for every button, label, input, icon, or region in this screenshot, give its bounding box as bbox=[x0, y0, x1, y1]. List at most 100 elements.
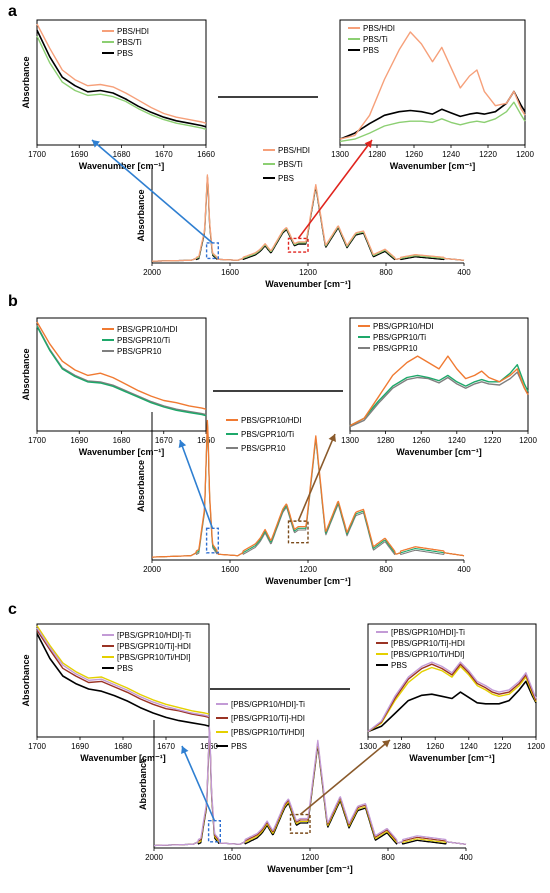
arrow-left bbox=[181, 745, 216, 822]
plot-frame bbox=[36, 317, 207, 432]
arrow-left bbox=[91, 139, 213, 244]
series-line bbox=[349, 371, 529, 428]
x-tick-label: 1680 bbox=[113, 150, 131, 159]
plot-frame bbox=[339, 19, 526, 146]
x-tick-label: 1680 bbox=[114, 742, 132, 751]
zoom-box bbox=[205, 527, 220, 554]
x-tick-label: 1200 bbox=[527, 742, 545, 751]
x-tick-label: 1680 bbox=[113, 436, 131, 445]
legend-entry: [PBS/GPR10/HDI]-Ti bbox=[231, 700, 305, 709]
x-tick-label: 1220 bbox=[479, 150, 497, 159]
x-tick-label: 800 bbox=[381, 853, 395, 862]
x-tick-label: 1690 bbox=[70, 436, 88, 445]
x-tick-label: 800 bbox=[379, 565, 393, 574]
x-tick-label: 800 bbox=[379, 268, 393, 277]
x-tick-label: 1300 bbox=[341, 436, 359, 445]
x-axis-label: Wavenumber [cm⁻¹] bbox=[79, 447, 164, 457]
x-axis-label: Wavenumber [cm⁻¹] bbox=[267, 864, 352, 874]
x-tick-label: 1670 bbox=[157, 742, 175, 751]
x-tick-label: 1260 bbox=[412, 436, 430, 445]
series-line bbox=[152, 175, 465, 262]
x-tick-label: 1670 bbox=[155, 436, 173, 445]
x-tick-label: 1240 bbox=[460, 742, 478, 751]
series-line bbox=[152, 176, 465, 262]
series-line bbox=[36, 321, 207, 410]
zoom-box bbox=[207, 820, 222, 843]
right-inset: [PBS/GPR10/HDI]-Ti [PBS/GPR10/Ti]-HDI [PBS… bbox=[359, 623, 545, 763]
series-line bbox=[367, 661, 537, 733]
legend-entry: PBS/GPR10/HDI bbox=[373, 322, 433, 331]
arrow-right bbox=[299, 739, 391, 816]
series-line bbox=[367, 663, 537, 733]
x-axis-label: Wavenumber [cm⁻¹] bbox=[265, 279, 350, 289]
x-tick-label: 1200 bbox=[516, 150, 534, 159]
x-tick-label: 1600 bbox=[221, 268, 239, 277]
series-line bbox=[154, 726, 467, 847]
legend-entry: PBS bbox=[278, 174, 294, 183]
panel-b: b PBS/GPR10/HDI PBS/GPR10/Ti PBS/GPR10 1700 1… bbox=[8, 293, 537, 586]
x-tick-label: 1220 bbox=[494, 742, 512, 751]
x-tick-label: 1700 bbox=[28, 150, 46, 159]
series-line bbox=[36, 633, 210, 727]
arrow-left-head bbox=[178, 440, 187, 448]
x-tick-label: 1660 bbox=[197, 150, 215, 159]
y-axis-label: Absorbance bbox=[138, 758, 148, 810]
x-tick-label: 1200 bbox=[299, 268, 317, 277]
x-tick-label: 1280 bbox=[377, 436, 395, 445]
legend-entry: PBS/HDI bbox=[278, 146, 310, 155]
x-tick-label: 1200 bbox=[519, 436, 537, 445]
series-line bbox=[367, 680, 537, 733]
zoom-box bbox=[287, 520, 309, 544]
series-line bbox=[367, 665, 537, 733]
arrow-left-head bbox=[92, 140, 100, 148]
zoom-box bbox=[205, 242, 220, 260]
left-inset: PBS/GPR10/HDI PBS/GPR10/Ti PBS/GPR10 1700 16… bbox=[21, 317, 215, 457]
x-tick-label: 1260 bbox=[426, 742, 444, 751]
series-line bbox=[36, 35, 207, 130]
legend-entry: PBS/Ti bbox=[278, 160, 303, 169]
legend-entry: PBS/HDI bbox=[363, 24, 395, 33]
legend-entry: PBS/GPR10 bbox=[241, 444, 286, 453]
legend-entry: PBS bbox=[363, 46, 379, 55]
y-axis-label: Absorbance bbox=[21, 654, 31, 706]
series-line bbox=[152, 174, 465, 262]
x-tick-label: 1280 bbox=[368, 150, 386, 159]
legend-entry: PBS/Ti bbox=[117, 38, 142, 47]
x-tick-label: 2000 bbox=[145, 853, 163, 862]
x-tick-label: 1200 bbox=[299, 565, 317, 574]
series-line bbox=[349, 364, 529, 427]
arrow-left-head bbox=[181, 746, 189, 755]
legend-entry: PBS/GPR10 bbox=[117, 347, 162, 356]
legend-entry: PBS/GPR10/Ti bbox=[241, 430, 294, 439]
zoom-box bbox=[289, 813, 311, 834]
legend-entry: [PBS/GPR10/Ti/HDI] bbox=[117, 653, 191, 662]
arrow-right-head bbox=[364, 140, 372, 149]
x-tick-label: 400 bbox=[457, 565, 471, 574]
right-inset: PBS/HDI PBS/Ti PBS 1300 1280 1260 1240 1220 1200… bbox=[331, 19, 534, 171]
x-tick-label: 1700 bbox=[28, 742, 46, 751]
arrow-right-head bbox=[382, 740, 390, 748]
panel-label: c bbox=[8, 601, 17, 618]
arrow-right bbox=[297, 139, 373, 239]
right-inset: PBS/GPR10/HDI PBS/GPR10/Ti PBS/GPR10 1300 12… bbox=[341, 317, 537, 457]
x-tick-label: 400 bbox=[457, 268, 471, 277]
panel-a: a PBS/HDI PBS/Ti PBS 1700 1690 1680 1670 1660 Wav… bbox=[8, 3, 534, 289]
legend-entry: [PBS/GPR10/Ti/HDI] bbox=[231, 728, 305, 737]
legend-entry: [PBS/GPR10/HDI]-Ti bbox=[117, 631, 191, 640]
y-axis-label: Absorbance bbox=[21, 56, 31, 108]
plot-frame bbox=[367, 623, 537, 738]
x-tick-label: 1240 bbox=[442, 150, 460, 159]
series-line bbox=[36, 29, 207, 128]
zoom-box bbox=[287, 237, 309, 253]
legend-entry: PBS bbox=[117, 49, 133, 58]
legend-entry: PBS/GPR10/Ti bbox=[117, 336, 170, 345]
legend-entry: [PBS/GPR10/Ti]-HDI bbox=[231, 714, 305, 723]
legend-entry: [PBS/GPR10/Ti/HDI] bbox=[391, 650, 465, 659]
x-axis-label: Wavenumber [cm⁻¹] bbox=[265, 576, 350, 586]
x-tick-label: 1280 bbox=[393, 742, 411, 751]
y-axis-label: Absorbance bbox=[136, 189, 146, 241]
legend-entry: PBS/GPR10 bbox=[373, 344, 418, 353]
x-tick-label: 2000 bbox=[143, 268, 161, 277]
series-line bbox=[339, 31, 526, 140]
